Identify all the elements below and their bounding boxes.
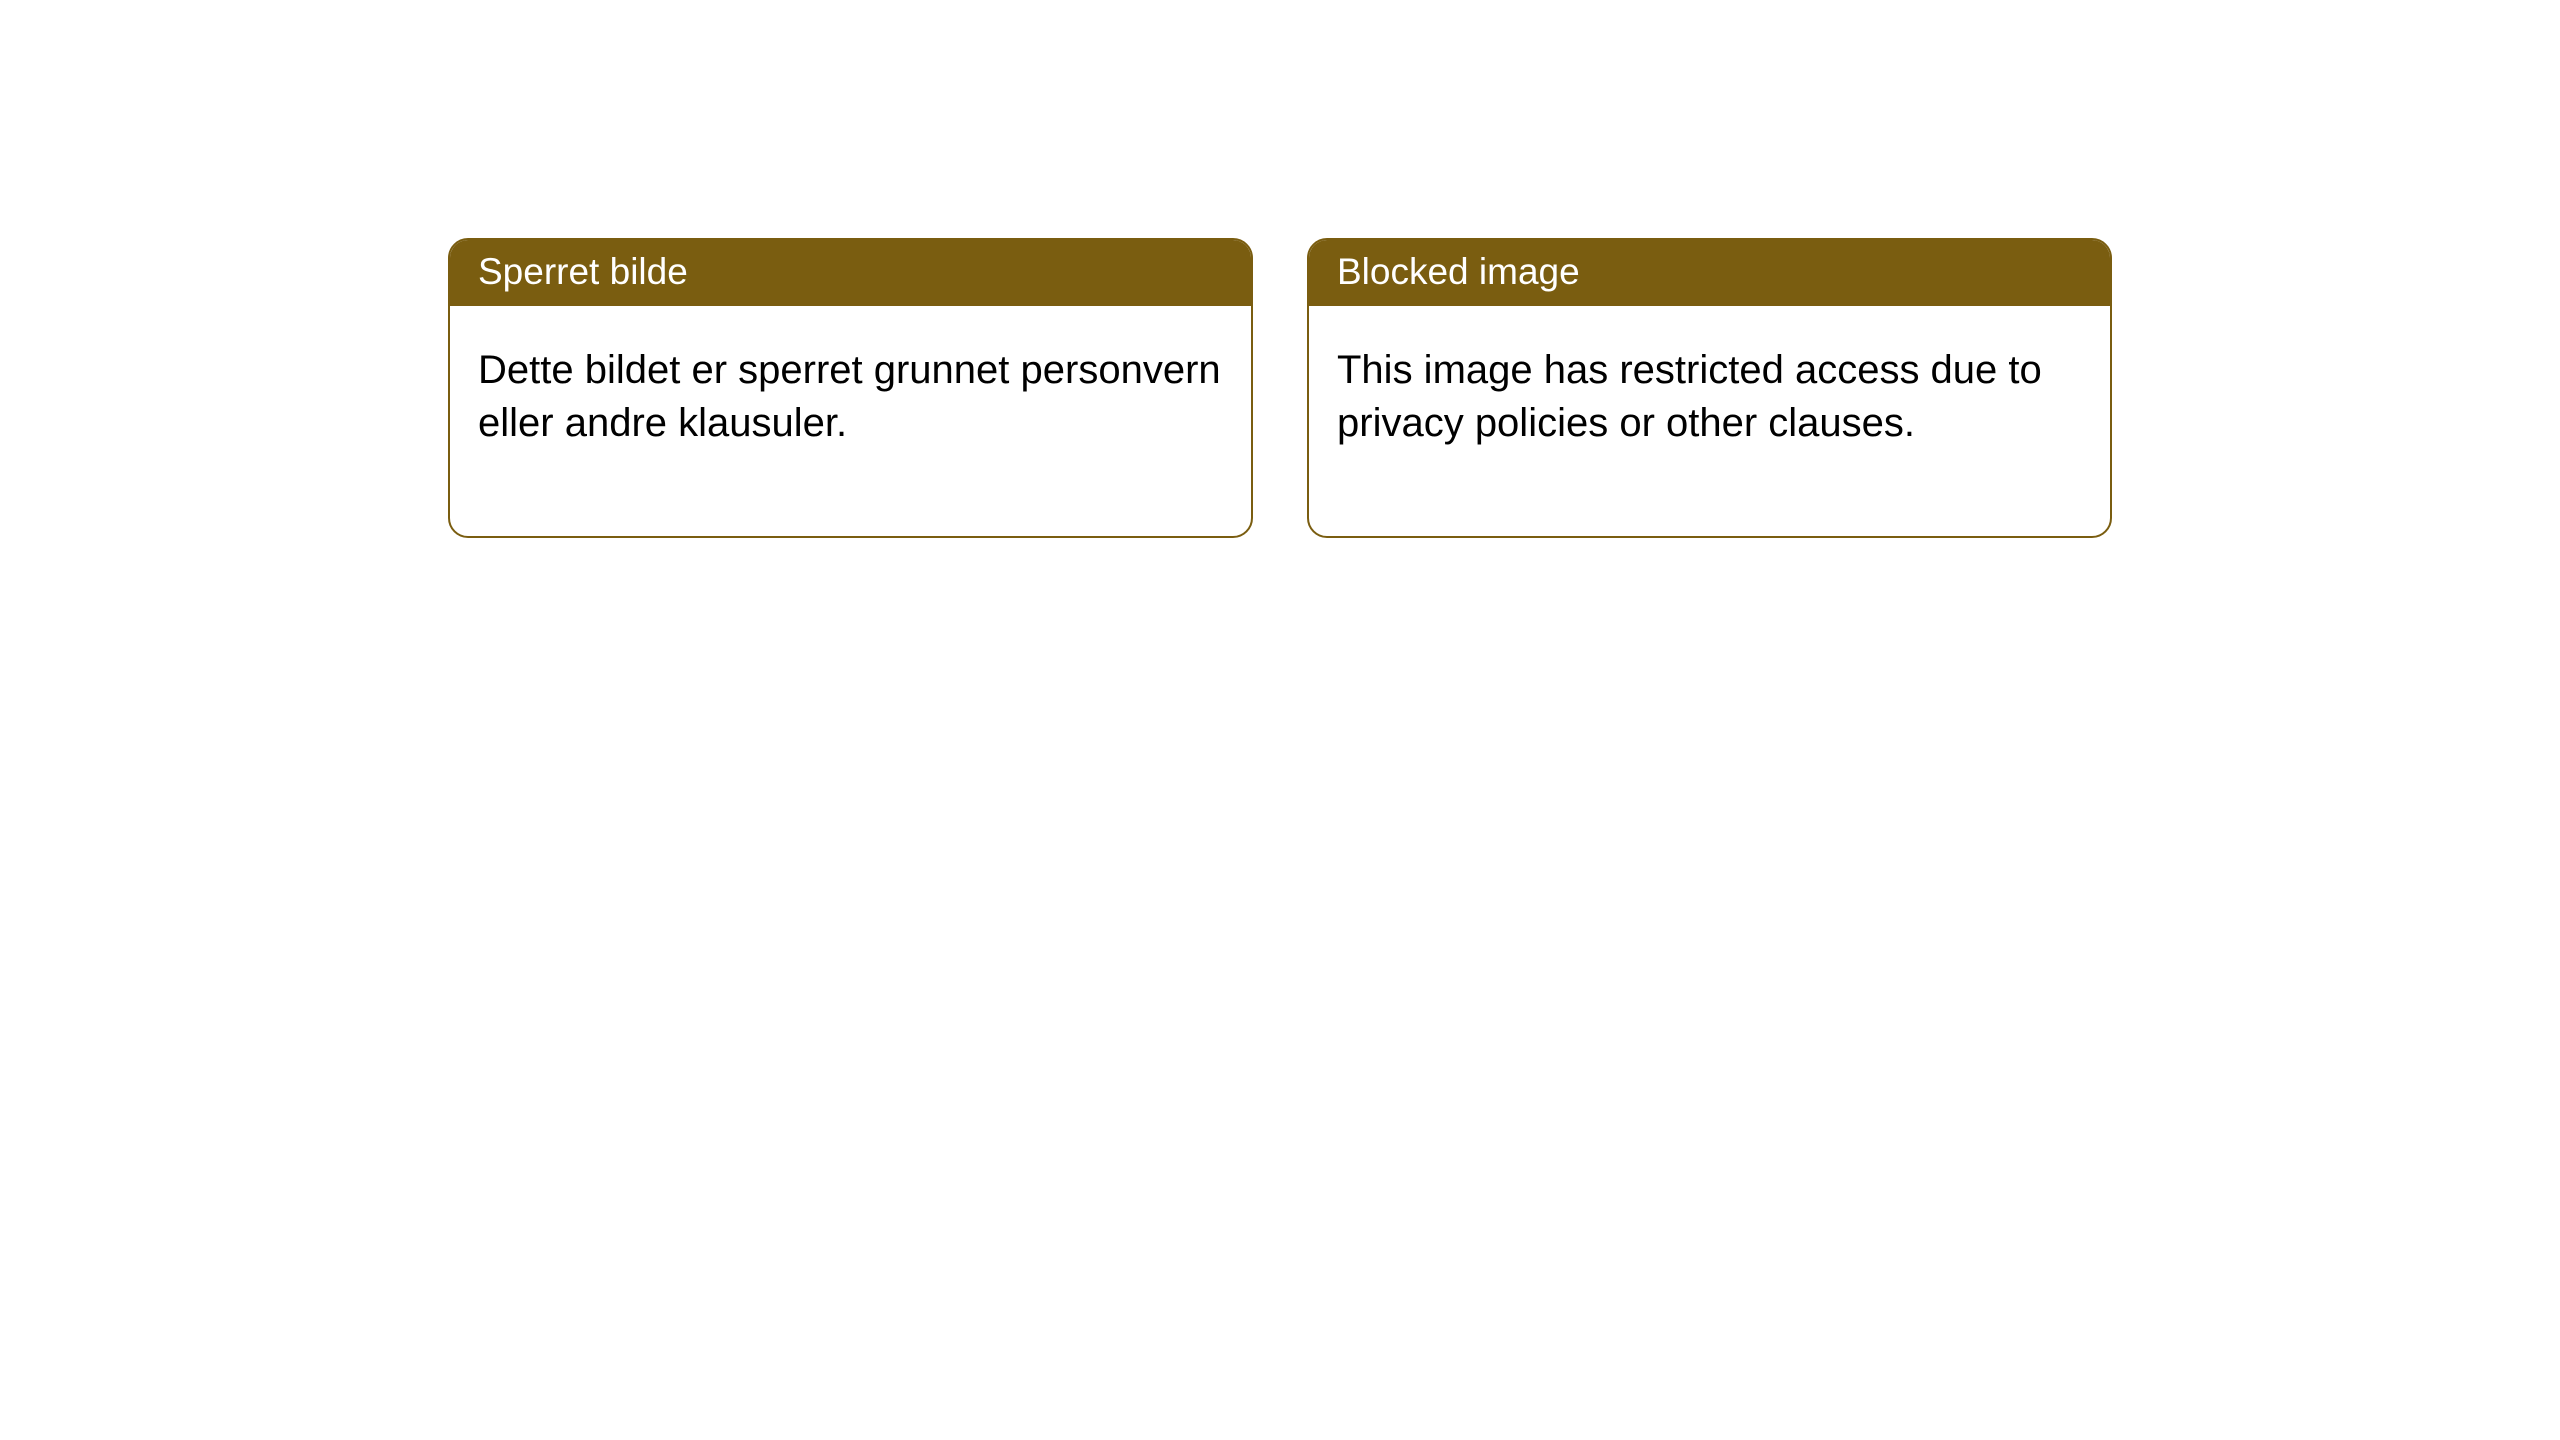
card-header-no: Sperret bilde <box>450 240 1251 306</box>
notice-container: Sperret bilde Dette bildet er sperret gr… <box>0 0 2560 538</box>
card-header-en: Blocked image <box>1309 240 2110 306</box>
blocked-image-card-en: Blocked image This image has restricted … <box>1307 238 2112 538</box>
card-body-en: This image has restricted access due to … <box>1309 306 2110 536</box>
card-body-no: Dette bildet er sperret grunnet personve… <box>450 306 1251 536</box>
blocked-image-card-no: Sperret bilde Dette bildet er sperret gr… <box>448 238 1253 538</box>
